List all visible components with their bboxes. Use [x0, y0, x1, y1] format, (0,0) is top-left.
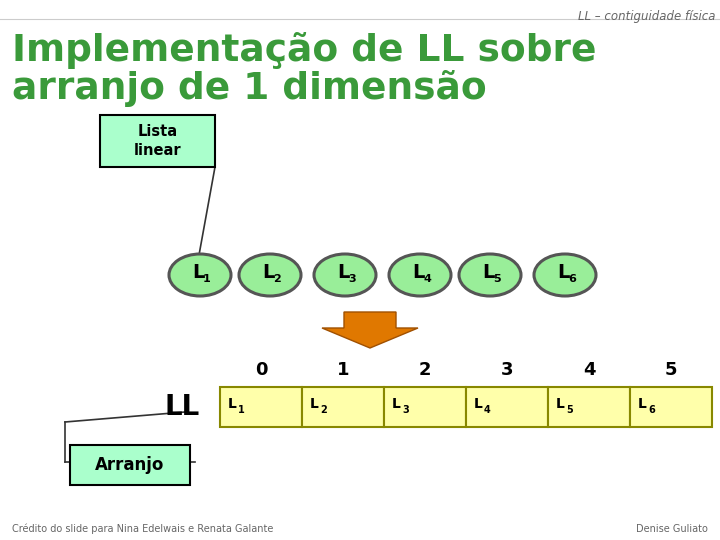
Text: LL – contiguidade física: LL – contiguidade física: [577, 10, 715, 23]
Bar: [630, 387, 712, 427]
Text: 3: 3: [402, 405, 409, 415]
Text: 5: 5: [665, 361, 678, 379]
Ellipse shape: [534, 254, 596, 296]
Text: 5: 5: [493, 274, 501, 284]
Text: 4: 4: [582, 361, 595, 379]
Bar: [384, 387, 466, 427]
Text: L: L: [337, 264, 349, 282]
Polygon shape: [322, 312, 418, 348]
Bar: [220, 387, 302, 427]
Ellipse shape: [389, 254, 451, 296]
Ellipse shape: [314, 254, 376, 296]
Text: Denise Guliato: Denise Guliato: [636, 524, 708, 534]
Text: 1: 1: [203, 274, 211, 284]
Text: 5: 5: [566, 405, 572, 415]
Text: L: L: [310, 397, 319, 411]
Bar: [466, 387, 548, 427]
Ellipse shape: [239, 254, 301, 296]
Text: 3: 3: [500, 361, 513, 379]
Bar: [302, 387, 384, 427]
Text: Lista
linear: Lista linear: [134, 124, 181, 158]
Bar: [548, 387, 630, 427]
Text: 1: 1: [337, 361, 349, 379]
Text: Crédito do slide para Nina Edelwais e Renata Galante: Crédito do slide para Nina Edelwais e Re…: [12, 523, 274, 534]
Text: L: L: [474, 397, 483, 411]
Text: 4: 4: [484, 405, 491, 415]
Text: 2: 2: [419, 361, 431, 379]
Text: L: L: [556, 397, 565, 411]
Text: L: L: [638, 397, 647, 411]
Text: L: L: [482, 264, 494, 282]
Text: 1: 1: [238, 405, 245, 415]
Text: L: L: [557, 264, 570, 282]
Text: Implementação de LL sobre: Implementação de LL sobre: [12, 32, 596, 69]
Text: arranjo de 1 dimensão: arranjo de 1 dimensão: [12, 70, 487, 107]
Text: L: L: [412, 264, 424, 282]
Text: 0: 0: [255, 361, 267, 379]
Text: 2: 2: [320, 405, 327, 415]
Text: L: L: [392, 397, 401, 411]
Text: L: L: [228, 397, 237, 411]
Text: 6: 6: [648, 405, 654, 415]
Text: 3: 3: [348, 274, 356, 284]
Text: L: L: [262, 264, 274, 282]
Text: Arranjo: Arranjo: [95, 456, 165, 474]
Ellipse shape: [169, 254, 231, 296]
Text: 2: 2: [273, 274, 281, 284]
Text: 4: 4: [423, 274, 431, 284]
Text: L: L: [192, 264, 204, 282]
Ellipse shape: [459, 254, 521, 296]
Text: 6: 6: [568, 274, 576, 284]
FancyBboxPatch shape: [70, 445, 190, 485]
Text: LL: LL: [165, 393, 200, 421]
FancyBboxPatch shape: [100, 115, 215, 167]
